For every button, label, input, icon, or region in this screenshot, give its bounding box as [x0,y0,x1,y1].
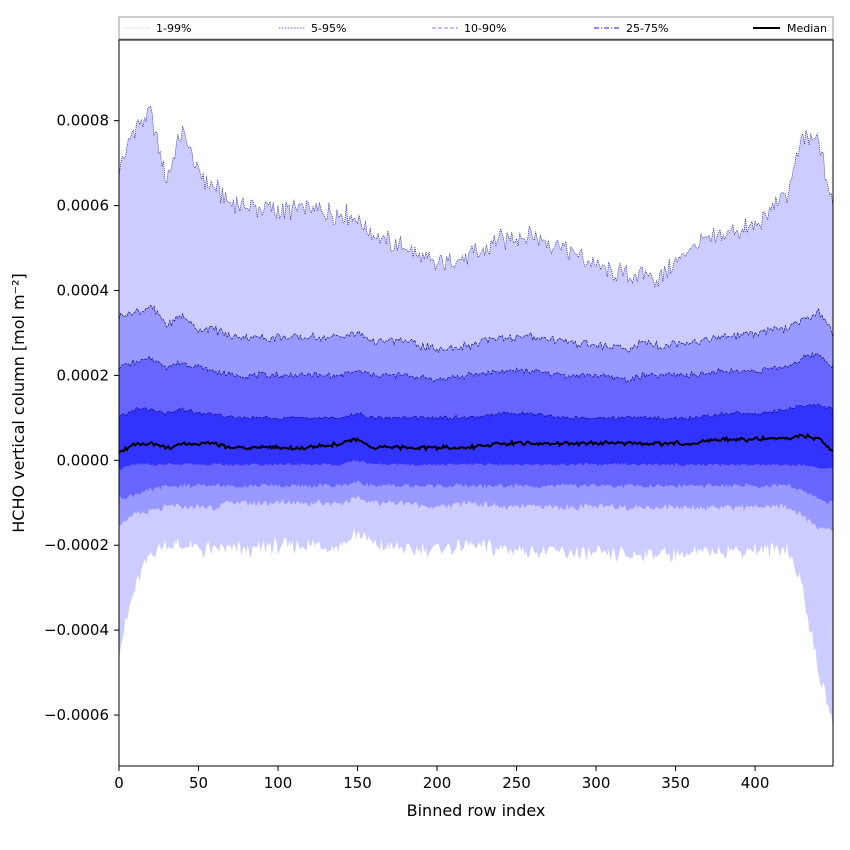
x-tick-label: 350 [661,774,690,792]
legend-entry-1-99: 1-99% [124,22,191,35]
legend-label: 10-90% [464,22,506,35]
legend-entry-10-90: 10-90% [432,22,506,35]
y-tick-label: −0.0002 [44,536,109,554]
x-axis-ticks: 0 50 100 150 200 250 300 350 400 [114,766,769,792]
x-tick-label: 50 [189,774,208,792]
legend-frame [118,16,834,40]
legend-label: Median [787,22,827,35]
y-tick-label: −0.0004 [44,621,109,639]
band-upper-line-25-75% [118,403,834,421]
legend-entry-5-95: 5-95% [279,22,346,35]
x-tick-label: 250 [502,774,531,792]
legend-entry-median: Median [753,22,827,35]
x-tick-label: 400 [741,774,770,792]
band-25-75% [119,403,833,471]
x-tick-label: 0 [114,774,124,792]
y-tick-label: 0.0000 [57,451,110,469]
y-tick-label: 0.0002 [57,366,110,384]
band-boundary-lines [118,105,834,421]
y-tick-label: 0.0008 [57,112,110,130]
band-upper-line-10-90% [118,352,834,384]
y-tick-label: 0.0006 [57,197,110,215]
y-axis-label: HCHO vertical column [mol m⁻²] [9,273,28,532]
x-tick-label: 100 [264,774,293,792]
x-tick-label: 200 [423,774,452,792]
y-tick-label: 0.0004 [57,281,110,299]
legend-entry-25-75: 25-75% [594,22,668,35]
legend-label: 25-75% [626,22,668,35]
y-tick-label: −0.0006 [44,706,109,724]
median-line [118,432,834,454]
percentile-bands [119,106,833,731]
legend-label: 5-95% [311,22,346,35]
legend: 1-99% 5-95% 10-90% 25-75% Median [118,16,834,40]
x-axis-label: Binned row index [407,801,546,820]
band-upper-line-5-95% [118,304,834,354]
x-tick-label: 300 [582,774,611,792]
x-tick-label: 150 [343,774,372,792]
legend-label: 1-99% [156,22,191,35]
y-axis-ticks: −0.0006 −0.0004 −0.0002 0.0000 0.0002 0.0004 0… [44,112,119,724]
plot-frame [118,39,834,767]
